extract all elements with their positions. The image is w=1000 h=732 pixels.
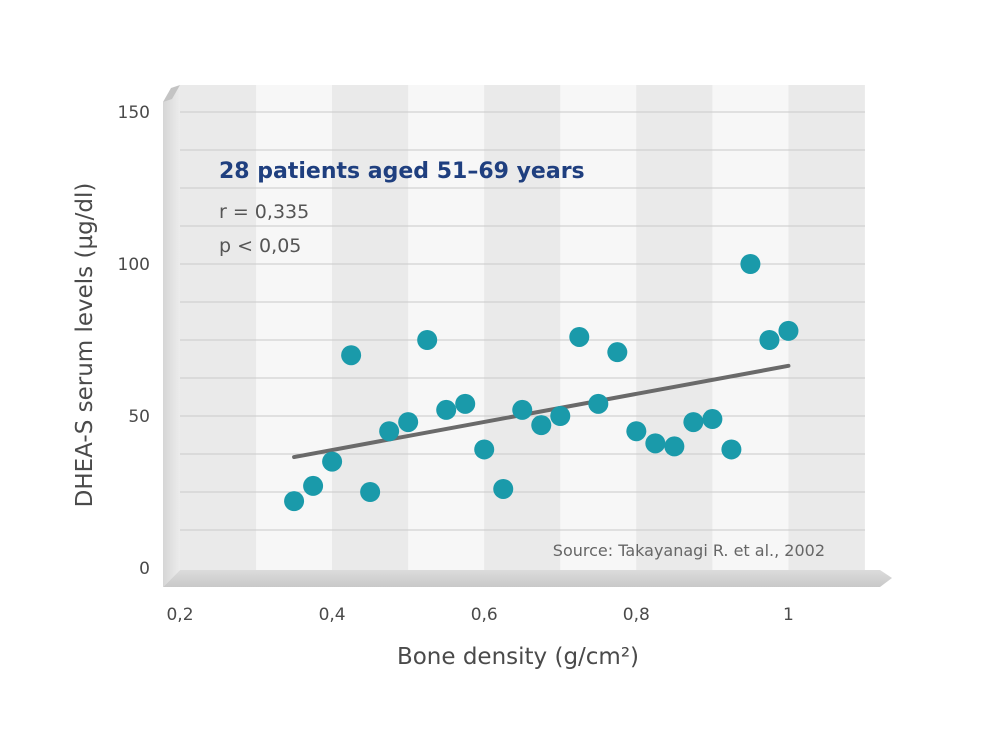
y-tick-labels: 0 50 100 150 xyxy=(118,103,150,579)
data-point xyxy=(626,421,647,442)
x-tick-labels: 0,2 0,4 0,6 0,8 1 xyxy=(166,605,793,625)
data-point xyxy=(569,326,590,347)
x-axis-floor xyxy=(163,570,892,587)
data-point xyxy=(550,406,571,426)
data-point xyxy=(474,439,495,460)
x-tick-label: 0,2 xyxy=(166,605,193,625)
data-point xyxy=(645,433,666,454)
chart-headline: 28 patients aged 51–69 years xyxy=(219,159,585,184)
data-point xyxy=(303,475,324,496)
data-points xyxy=(284,254,799,512)
x-tick-label: 0,6 xyxy=(471,605,498,625)
background-band xyxy=(712,85,789,570)
y-tick-label: 150 xyxy=(118,103,150,123)
background-band xyxy=(788,85,865,570)
data-point xyxy=(455,393,476,414)
data-point xyxy=(588,393,609,414)
y-axis-wall xyxy=(163,85,180,587)
data-point xyxy=(493,478,514,499)
data-point xyxy=(436,399,457,420)
background-band xyxy=(484,85,561,570)
x-tick-label: 0,4 xyxy=(319,605,346,625)
data-point xyxy=(284,491,305,512)
y-tick-label: 100 xyxy=(118,255,150,275)
data-point xyxy=(512,399,533,420)
x-tick-label: 0,8 xyxy=(623,605,650,625)
data-point xyxy=(379,421,400,442)
trend-line xyxy=(292,363,791,460)
data-point xyxy=(702,409,723,430)
correlation-stat: r = 0,335 xyxy=(219,201,309,223)
y-axis-title: DHEA-S serum levels (µg/dl) xyxy=(72,183,98,508)
y-tick-label: 0 xyxy=(139,559,150,579)
background-band xyxy=(636,85,713,570)
x-tick-label: 1 xyxy=(783,605,794,625)
data-point xyxy=(607,342,628,363)
data-point xyxy=(683,412,704,433)
data-point xyxy=(531,415,552,436)
background-band xyxy=(408,85,485,570)
background-band xyxy=(180,85,257,570)
data-point xyxy=(740,254,761,274)
y-axis-arrow xyxy=(163,85,180,102)
background-bands xyxy=(180,85,865,570)
background-band xyxy=(560,85,637,570)
data-point xyxy=(322,451,343,472)
data-point xyxy=(341,345,362,366)
data-point xyxy=(360,482,381,502)
plot-frame xyxy=(163,85,892,587)
source-note: Source: Takayanagi R. et al., 2002 xyxy=(553,541,825,560)
data-point xyxy=(721,439,742,460)
data-point xyxy=(664,436,685,457)
data-point xyxy=(398,412,419,433)
p-value-stat: p < 0,05 xyxy=(219,235,301,257)
data-point xyxy=(759,330,780,350)
x-axis-title: Bone density (g/cm²) xyxy=(397,644,639,670)
data-point xyxy=(778,320,799,341)
y-tick-label: 50 xyxy=(128,407,150,427)
data-point xyxy=(417,330,438,350)
